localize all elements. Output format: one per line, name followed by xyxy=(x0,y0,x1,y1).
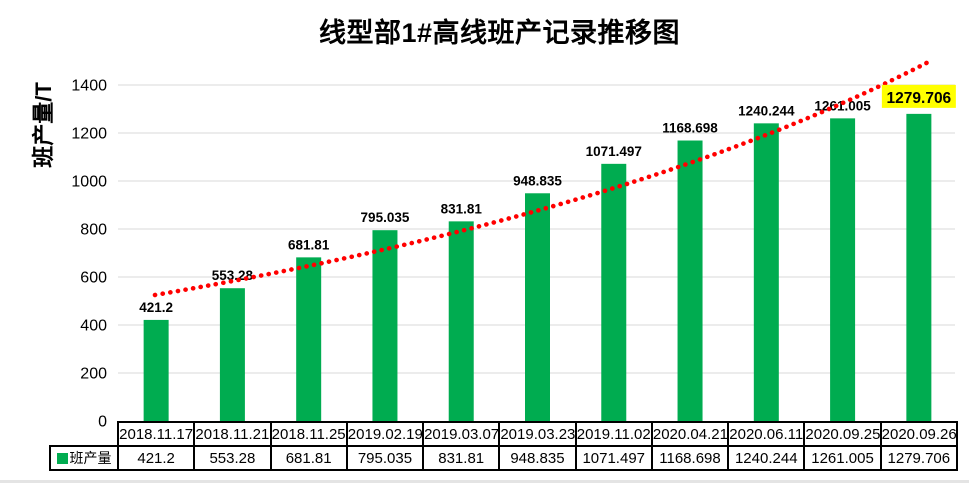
bar xyxy=(830,118,856,422)
highlight-box xyxy=(881,84,956,108)
value-cell: 421.2 xyxy=(116,445,196,471)
date-cell: 2020.04.21 xyxy=(650,421,730,447)
date-cell: 2018.11.17 xyxy=(116,421,196,447)
bar-value-label: 948.835 xyxy=(513,173,562,188)
bar xyxy=(753,123,779,422)
bar-value-label: 1071.497 xyxy=(586,144,642,159)
bottom-divider xyxy=(0,480,969,483)
date-cell: 2019.03.23 xyxy=(498,421,577,447)
bar-value-label: 553.28 xyxy=(212,268,254,283)
bar-value-label: 1168.698 xyxy=(662,121,718,136)
y-tick-label: 600 xyxy=(80,270,107,287)
bar-value-label: 681.81 xyxy=(288,237,330,252)
data-table: 2018.11.17 2018.11.21 2018.11.25 2019.02.19… xyxy=(49,421,959,471)
y-tick-label: 1200 xyxy=(71,126,107,143)
bar xyxy=(525,193,550,421)
value-cell: 831.81 xyxy=(422,445,501,471)
y-tick-label: 1000 xyxy=(71,174,107,191)
y-tick-label: 0 xyxy=(98,414,107,431)
value-cell: 948.835 xyxy=(498,445,577,471)
bar-value-label: 1240.244 xyxy=(738,103,795,118)
date-cell: 2018.11.25 xyxy=(269,421,348,447)
legend-swatch-icon xyxy=(56,453,68,464)
bar-value-label-highlight: 1279.706 xyxy=(887,90,952,107)
bar-value-label: 795.035 xyxy=(361,210,410,225)
y-tick-label: 800 xyxy=(80,222,107,239)
date-cell: 2019.11.02 xyxy=(574,421,653,447)
value-cell: 795.035 xyxy=(345,445,425,471)
bar xyxy=(677,140,703,421)
bar xyxy=(601,163,627,422)
y-tick-label: 400 xyxy=(80,318,107,335)
bar xyxy=(219,288,245,421)
date-cell: 2020.09.25 xyxy=(803,421,882,447)
bar xyxy=(372,230,398,421)
bar xyxy=(906,113,932,422)
date-cell: 2018.11.21 xyxy=(193,421,272,447)
value-cell: 553.28 xyxy=(193,445,272,471)
table-spacer xyxy=(50,422,118,446)
bar xyxy=(296,257,322,421)
bar xyxy=(448,221,474,421)
value-cell: 1168.698 xyxy=(650,445,730,471)
value-cell: 1240.244 xyxy=(727,445,806,471)
chart-title: 线型部1#高线班产记录推移图 xyxy=(318,18,681,48)
date-cell: 2019.03.07 xyxy=(422,421,501,447)
date-cell: 2020.06.11 xyxy=(727,421,806,447)
value-cell: 1261.005 xyxy=(803,445,882,471)
bar xyxy=(143,319,169,421)
bar-value-label: 831.81 xyxy=(441,201,483,216)
date-cell: 2019.02.19 xyxy=(345,421,425,447)
y-tick-label: 200 xyxy=(80,366,107,383)
value-cell: 681.81 xyxy=(269,445,348,471)
date-cell: 2020.09.26 xyxy=(879,421,959,447)
legend-cell: 班产量 xyxy=(49,445,119,471)
value-cell: 1279.706 xyxy=(879,445,959,471)
trendline xyxy=(152,58,933,298)
y-tick-label: 1400 xyxy=(71,78,107,95)
legend-label: 班产量 xyxy=(69,450,112,466)
value-cell: 1071.497 xyxy=(574,445,653,471)
bar-value-label: 421.2 xyxy=(139,300,173,315)
